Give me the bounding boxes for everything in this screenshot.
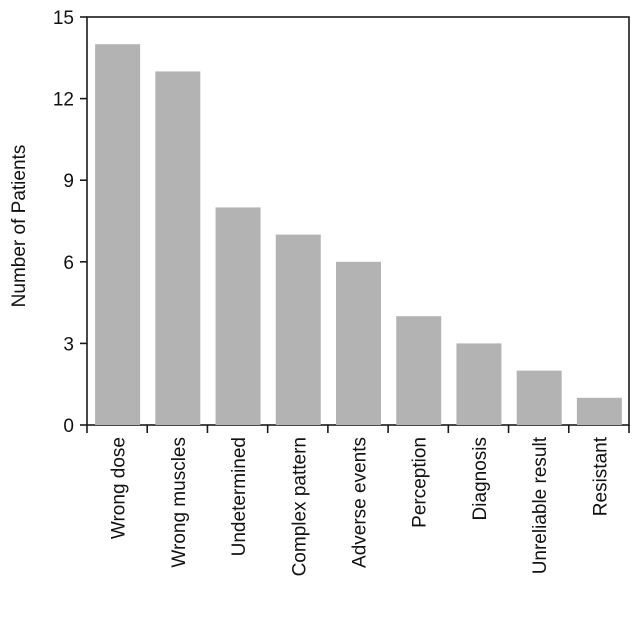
y-tick-label: 9: [63, 171, 74, 192]
bar-undetermined: [215, 207, 261, 425]
y-tick-label: 0: [63, 416, 74, 437]
bar-diagnosis: [456, 343, 502, 425]
x-tick-label: Unreliable result: [530, 436, 551, 574]
y-tick-label: 3: [63, 334, 74, 355]
x-tick-label: Adverse events: [350, 437, 371, 568]
y-tick-label: 12: [53, 90, 74, 111]
x-tick-label: Complex pattern: [289, 437, 310, 576]
bar-perception: [396, 316, 442, 425]
x-tick-label: Perception: [410, 437, 431, 528]
y-tick-label: 6: [63, 253, 74, 274]
x-tick-label: Resistant: [590, 436, 611, 516]
x-tick-label: Diagnosis: [470, 437, 491, 520]
y-axis-label: Number of Patients: [9, 145, 30, 308]
x-tick-label: Undetermined: [229, 437, 250, 556]
x-tick-label: Wrong dose: [109, 437, 130, 539]
bar-wrong-dose: [95, 44, 141, 425]
bar-resistant: [576, 397, 622, 425]
bar-adverse-events: [336, 261, 381, 425]
y-axis: 0 3 6 9 12 15: [53, 8, 87, 437]
bar-wrong-muscles: [155, 71, 201, 426]
y-tick-label: 15: [53, 8, 74, 29]
bar-complex-pattern: [275, 234, 321, 425]
x-axis: Wrong dose Wrong muscles Undetermined Compl…: [86, 425, 630, 576]
bars-group: [95, 44, 622, 426]
x-tick-label: Wrong muscles: [169, 437, 190, 568]
bar-unreliable-result: [516, 370, 562, 425]
